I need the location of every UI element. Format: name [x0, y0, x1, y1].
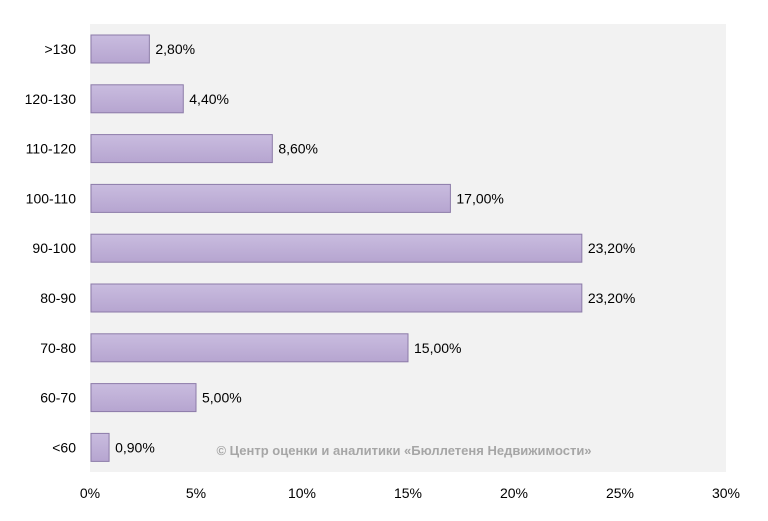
- category-label-5: 80-90: [40, 290, 76, 306]
- value-label-0: 2,80%: [155, 41, 195, 57]
- value-label-5: 23,20%: [588, 290, 635, 306]
- bar-3: [90, 183, 451, 213]
- x-tick-label-1: 5%: [186, 485, 206, 501]
- value-label-3: 17,00%: [456, 190, 503, 206]
- value-label-6: 15,00%: [414, 340, 461, 356]
- bar-7: [90, 383, 197, 413]
- bar-6: [90, 333, 409, 363]
- category-label-7: 60-70: [40, 390, 76, 406]
- x-tick-label-3: 15%: [394, 485, 422, 501]
- category-label-0: >130: [44, 41, 76, 57]
- x-tick-label-5: 25%: [606, 485, 634, 501]
- bar-5: [90, 283, 583, 313]
- x-tick-label-0: 0%: [80, 485, 100, 501]
- value-label-4: 23,20%: [588, 240, 635, 256]
- bars-group: [90, 34, 583, 462]
- x-tick-label-6: 30%: [712, 485, 740, 501]
- value-label-8: 0,90%: [115, 439, 155, 455]
- x-axis-ticks: 0% 5% 10% 15% 20% 25% 30%: [80, 485, 740, 501]
- category-label-3: 100-110: [26, 190, 77, 206]
- value-label-1: 4,40%: [189, 91, 229, 107]
- x-tick-label-2: 10%: [288, 485, 316, 501]
- copyright-annotation: © Центр оценки и аналитики «Бюллетеня Не…: [216, 443, 591, 458]
- category-label-4: 90-100: [32, 240, 76, 256]
- bar-0: [90, 34, 150, 64]
- x-tick-label-4: 20%: [500, 485, 528, 501]
- category-labels: >130 120-130 110-120 100-110 90-100 80-90 70-8…: [25, 41, 77, 455]
- bar-2: [90, 134, 273, 164]
- value-label-7: 5,00%: [202, 390, 242, 406]
- bar-1: [90, 84, 184, 114]
- category-label-6: 70-80: [40, 340, 76, 356]
- value-label-2: 8,60%: [278, 141, 318, 157]
- bar-4: [90, 233, 583, 263]
- bar-8: [90, 432, 110, 462]
- category-label-2: 110-120: [26, 141, 77, 157]
- category-label-1: 120-130: [25, 91, 77, 107]
- category-label-8: <60: [52, 439, 76, 455]
- value-labels: 2,80% 4,40% 8,60% 17,00% 23,20% 23,20% 15,00% 5…: [115, 41, 635, 455]
